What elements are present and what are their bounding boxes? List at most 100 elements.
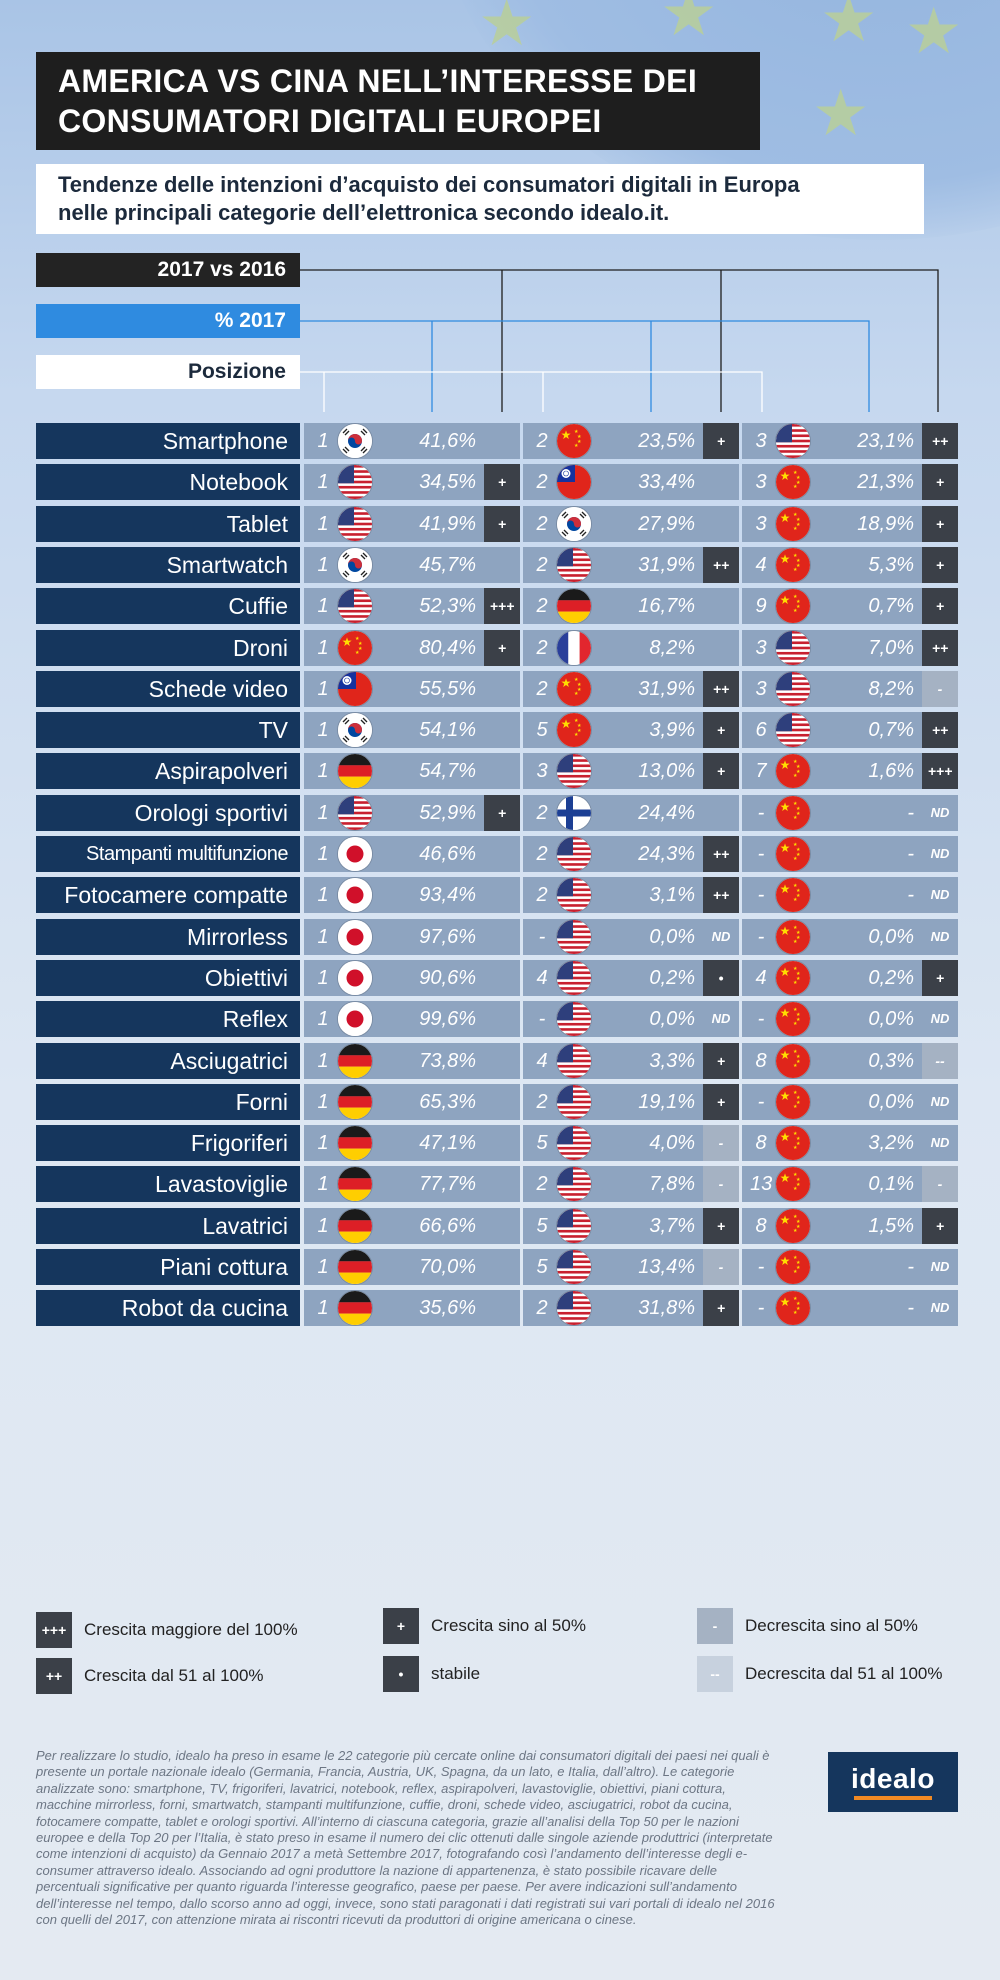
svg-text:★: ★ [793,815,798,821]
category-label: Lavatrici [36,1207,300,1244]
us-flag-icon [557,1208,591,1243]
idealo-logo: idealo [828,1752,958,1812]
table-row: Fotocamere compatte 1 93,4% 2 3,1% ++ - ★ ★ ★ ★ ★ - N… [36,877,958,914]
svg-text:★: ★ [793,897,798,903]
rank-percent: 52,9% [419,801,476,824]
korea-flag-icon [338,547,372,582]
svg-text:★: ★ [793,980,798,986]
svg-text:★: ★ [796,971,801,977]
methodology-note: Per realizzare lo studio, idealo ha pres… [36,1748,775,1928]
rank-position: 1 [317,1173,329,1196]
rank-position: 8 [755,1049,767,1072]
svg-text:★: ★ [796,1095,801,1101]
us-flag-icon [338,506,372,541]
svg-text:★: ★ [796,599,801,605]
rank-percent: 1,6% [868,760,914,783]
rank-cell: 1 46,6% [304,836,520,872]
us-flag-icon [557,1250,591,1284]
svg-text:★: ★ [793,1255,798,1261]
change-badge: + [922,588,958,625]
svg-text:★: ★ [793,925,798,931]
rank-position: 1 [317,512,329,535]
svg-text:★: ★ [780,469,791,483]
rank-percent: 90,6% [419,966,476,989]
rank-cell: 2 16,7% [523,588,739,625]
rank-cell: - ★ ★ ★ ★ ★ - ND [742,836,958,872]
svg-text:★: ★ [574,732,579,738]
svg-text:★: ★ [780,1130,791,1144]
rank-position: 1 [317,471,329,494]
china-flag-icon: ★ ★ ★ ★ ★ [557,671,591,706]
svg-text:★: ★ [796,1301,801,1307]
svg-text:★: ★ [796,522,801,528]
us-flag-icon [557,547,591,582]
rank-position: - [538,925,546,948]
change-badge: + [922,464,958,501]
change-badge: + [703,423,739,459]
table-row: Lavatrici 1 66,6% 5 3,7% +8 ★ ★ ★ ★ ★ 1,5% + [36,1207,958,1244]
svg-text:★: ★ [793,1310,798,1316]
svg-text:★: ★ [793,1186,798,1192]
category-label: Fotocamere compatte [36,877,300,914]
rank-percent: 52,3% [419,595,476,618]
rank-position: - [757,1008,765,1031]
japan-flag-icon [338,1002,372,1037]
rank-cell: 1 77,7% [304,1166,520,1203]
germany-flag-icon [338,1043,372,1078]
rank-position: 1 [317,843,329,865]
rank-position: 2 [536,636,548,659]
table-row: Aspirapolveri 1 54,7% 3 13,0% +7 ★ ★ ★ ★ ★ 1,6% +++ [36,753,958,790]
change-badge: - [922,670,958,707]
rank-cell: 4 3,3% + [523,1042,739,1079]
rank-position: - [757,884,765,907]
svg-text:★: ★ [780,882,791,896]
japan-flag-icon [338,919,372,954]
rank-position: 9 [755,595,767,618]
svg-text:★: ★ [793,1021,798,1027]
rank-cell: - ★ ★ ★ ★ ★ - ND [742,1249,958,1285]
svg-text:★: ★ [793,470,798,476]
rank-percent: 13,0% [638,760,695,783]
change-badge: + [703,712,739,749]
rank-percent: 8,2% [649,636,695,659]
us-flag-icon [776,630,810,665]
svg-text:★: ★ [780,552,791,566]
rank-position: 2 [536,1090,548,1113]
svg-text:★: ★ [796,563,801,569]
table-row: TV 1 54,1% 5 ★ ★ ★ ★ ★ 3,9% +6 0,7% ++ [36,712,958,749]
us-flag-icon [338,589,372,624]
rank-cell: 3 8,2% - [742,670,958,707]
page-title: AMERICA VS CINA NELL’INTERESSE DEI CONSU… [36,52,760,150]
svg-text:★: ★ [780,1254,791,1268]
svg-text:★: ★ [780,593,791,607]
rank-cell: - 0,0% ND [523,1001,739,1038]
rank-position: 1 [317,1090,329,1113]
rank-percent: 45,7% [419,553,476,576]
rank-position: - [757,1256,765,1278]
table-row: Orologi sportivi 1 52,9% +2 24,4% - ★ ★ ★ ★ ★ - ND [36,794,958,831]
rank-cell: 1 45,7% [304,546,520,583]
svg-text:★: ★ [796,893,801,899]
table-row: Cuffie 1 52,3% +++ 2 16,7% 9 ★ ★ ★ ★ ★ 0,7% + [36,588,958,625]
rank-percent: 35,6% [419,1297,476,1320]
change-badge: ++ [922,423,958,459]
china-flag-icon: ★ ★ ★ ★ ★ [776,960,810,995]
rank-position: - [757,1297,765,1320]
svg-text:★: ★ [780,1295,791,1309]
rank-position: 4 [536,1049,548,1072]
svg-text:★: ★ [793,883,798,889]
rank-position: 2 [536,677,548,700]
rank-percent: 8,2% [868,677,914,700]
rank-percent: 3,3% [649,1049,695,1072]
svg-text:★: ★ [793,1007,798,1013]
rank-position: 8 [755,1132,767,1155]
change-badge: ND [930,846,950,861]
change-badge: ND [930,887,950,903]
legend-label: Crescita maggiore del 100% [84,1620,298,1639]
category-label: Stampanti multifunzione [36,836,300,872]
change-badge: ND [930,1300,950,1316]
rank-position: 1 [317,430,329,452]
rank-cell: 5 ★ ★ ★ ★ ★ 3,9% + [523,712,739,749]
change-badge: +++ [922,753,958,790]
us-flag-icon [776,424,810,458]
